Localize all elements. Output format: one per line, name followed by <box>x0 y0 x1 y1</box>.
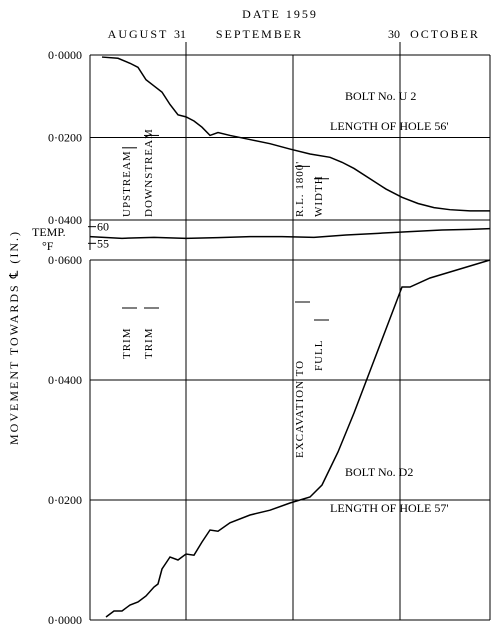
length-label: LENGTH OF HOLE 57' <box>330 501 448 515</box>
y-axis-label: MOVEMENT TOWARDS ℄ (IN.) <box>7 230 21 445</box>
temp-tick: 55 <box>97 236 109 250</box>
length-label: LENGTH OF HOLE 56' <box>330 119 448 133</box>
downstream-label: DOWNSTREAM <box>143 128 155 217</box>
y-tick-label: 0·0600 <box>48 253 82 267</box>
temp-series <box>90 229 490 239</box>
engineering-chart: DATE 1959 AUGUST SEPTEMBER OCTOBER 31 30 0·000… <box>0 0 500 635</box>
y-tick-label: 0·0000 <box>48 48 82 62</box>
day-label: 30 <box>388 27 400 41</box>
temp-unit: °F <box>42 239 54 253</box>
full-label: FULL <box>313 340 325 372</box>
y-tick-label: 0·0400 <box>48 373 82 387</box>
temp-label: TEMP. <box>32 225 66 239</box>
month-label: AUGUST <box>108 27 169 41</box>
trim-label: TRIM <box>143 328 155 360</box>
width-label: WIDTH <box>313 175 325 217</box>
bolt-label: BOLT No. D2 <box>345 465 413 479</box>
bolt-label: BOLT No. U 2 <box>345 89 416 103</box>
rl-label: R.L. 1800' <box>294 161 306 217</box>
month-label: SEPTEMBER <box>216 27 303 41</box>
trim-label: TRIM <box>121 328 133 360</box>
y-tick-label: 0·0200 <box>48 131 82 145</box>
day-label: 31 <box>174 27 186 41</box>
excavation-label: EXCAVATION TO <box>294 360 306 458</box>
month-label: OCTOBER <box>410 27 480 41</box>
y-tick-label: 0·0200 <box>48 493 82 507</box>
date-title: DATE 1959 <box>242 7 318 21</box>
upstream-label: UPSTREAM <box>121 150 133 217</box>
temp-tick: 60 <box>97 220 109 234</box>
y-tick-label: 0·0000 <box>48 613 82 627</box>
